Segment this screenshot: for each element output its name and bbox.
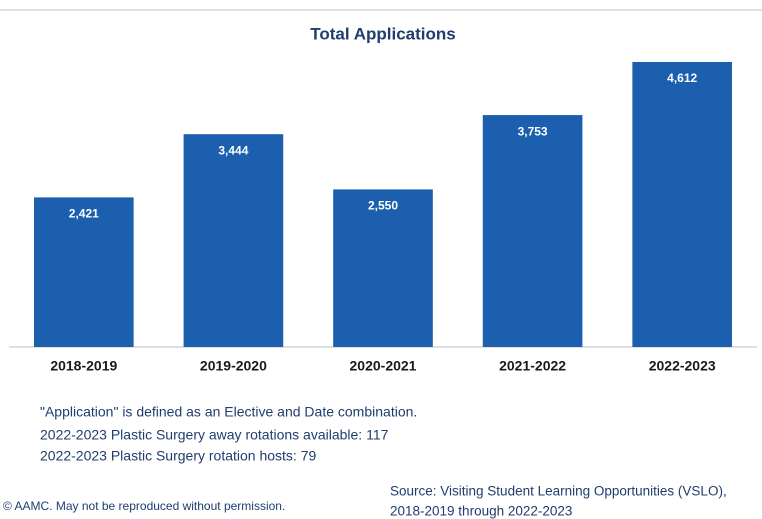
bar: [333, 189, 433, 347]
source: Source: Visiting Student Learning Opport…: [390, 484, 727, 499]
source: 2018-2019 through 2022-2023: [390, 504, 572, 519]
bar: [33, 197, 134, 347]
x-tick-label: 2022-2023: [649, 358, 716, 374]
x-tick-label: 2019-2020: [200, 358, 267, 374]
data-label: 2,550: [368, 199, 398, 213]
data-label: 2,421: [69, 207, 99, 221]
chart-title: Total Applications: [310, 24, 455, 43]
note: 2022-2023 Plastic Surgery away rotations…: [40, 427, 389, 443]
x-tick-label: 2018-2019: [50, 358, 117, 374]
bar: [482, 115, 583, 347]
note: 2022-2023 Plastic Surgery rotation hosts…: [40, 448, 316, 464]
data-label: 3,753: [518, 124, 548, 138]
bar: [183, 134, 284, 347]
x-tick-label: 2020-2021: [350, 358, 417, 374]
data-label: 4,612: [667, 71, 697, 85]
data-label: 3,444: [218, 143, 248, 157]
copyright: © AAMC. May not be reproduced without pe…: [3, 499, 285, 513]
bar: [632, 62, 733, 347]
x-tick-label: 2021-2022: [499, 358, 566, 374]
note: "Application" is defined as an Elective …: [40, 404, 417, 420]
